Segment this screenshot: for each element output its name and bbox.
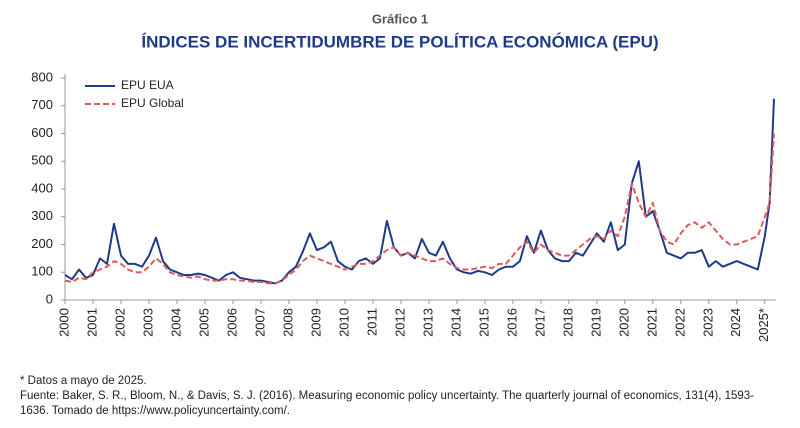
x-tick-label: 2023: [700, 308, 715, 337]
x-tick-label: 2010: [336, 308, 351, 337]
y-tick-label: 200: [31, 236, 53, 251]
y-tick-label: 300: [31, 208, 53, 223]
x-tick-label: 2001: [84, 308, 99, 337]
x-tick-label: 2016: [504, 308, 519, 337]
x-tick-label: 2019: [588, 308, 603, 337]
y-tick-label: 700: [31, 97, 53, 112]
x-tick-label: 2014: [448, 308, 463, 337]
x-tick-label: 2011: [364, 308, 379, 336]
x-tick-label: 2004: [168, 308, 183, 337]
x-tick-label: 2006: [224, 308, 239, 337]
x-tick-label: 2007: [252, 308, 267, 337]
note: * Datos a mayo de 2025.: [20, 375, 147, 387]
note: Fuente: Baker, S. R., Bloom, N., & Davis…: [20, 390, 754, 417]
x-tick-label: 2018: [560, 308, 575, 337]
y-tick-label: 800: [31, 69, 53, 84]
chart-title: ÍNDICES DE INCERTIDUMBRE DE POLÍTICA ECO…: [141, 32, 658, 51]
legend-label: EPU Global: [121, 96, 184, 110]
x-tick-label: 2000: [56, 308, 71, 337]
x-tick-label: 2024: [728, 308, 743, 337]
x-tick-label: 2003: [140, 308, 155, 337]
x-tick-label: 2025*: [756, 308, 771, 342]
x-tick-label: 2020: [616, 308, 631, 337]
x-tick-label: 2013: [420, 308, 435, 337]
x-tick-label: 2005: [196, 308, 211, 337]
x-tick-label: 2012: [392, 308, 407, 337]
x-tick-label: 2002: [112, 308, 127, 337]
x-tick-label: 2015: [476, 308, 491, 337]
y-tick-label: 400: [31, 180, 53, 195]
legend-label: EPU EUA: [121, 78, 174, 92]
x-tick-label: 2008: [280, 308, 295, 337]
x-tick-label: 2009: [308, 308, 323, 337]
x-tick-label: 2022: [672, 308, 687, 337]
x-tick-label: 2021: [644, 308, 659, 337]
series-line: [64, 133, 775, 285]
series-line: [64, 98, 775, 285]
y-tick-label: 500: [31, 153, 53, 168]
y-tick-label: 600: [31, 125, 53, 140]
x-tick-label: 2017: [532, 308, 547, 337]
notes: * Datos a mayo de 2025. Fuente: Baker, S…: [20, 374, 780, 419]
y-tick-label: 0: [46, 291, 53, 306]
chart-kicker: Gráfico 1: [372, 11, 428, 26]
y-tick-label: 100: [31, 264, 53, 279]
chart: Gráfico 1 ÍNDICES DE INCERTIDUMBRE DE PO…: [31, 11, 776, 342]
